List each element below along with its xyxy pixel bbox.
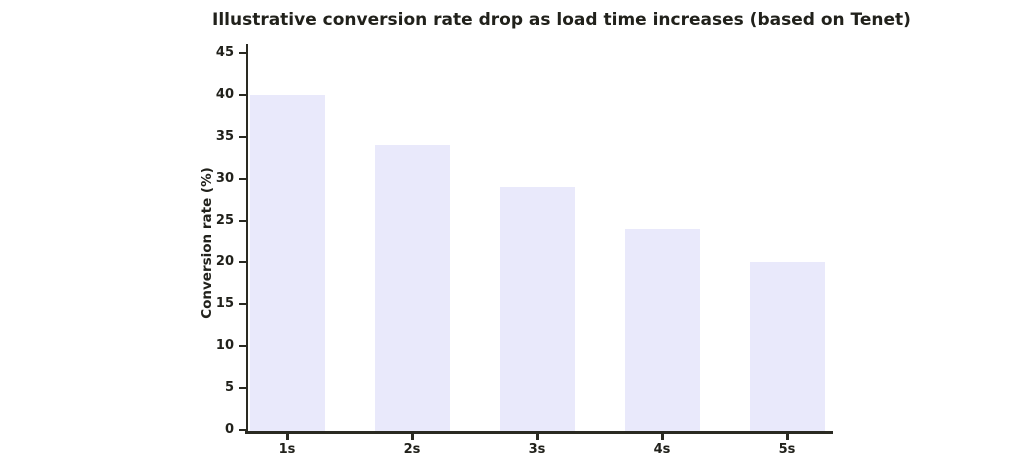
x-tick-2s: [411, 434, 414, 440]
y-tick-15: [239, 303, 246, 306]
y-tick-30: [239, 177, 246, 180]
x-tick-label-2s: 2s: [403, 442, 421, 457]
x-tick-4s: [661, 434, 664, 440]
y-tick-label-40: 40: [215, 86, 234, 102]
bar-5s: [749, 262, 825, 432]
chart-title: Illustrative conversion rate drop as loa…: [212, 10, 911, 30]
y-tick-label-0: 0: [224, 422, 234, 437]
x-tick-1s: [286, 434, 289, 440]
x-tick-label-5s: 5s: [778, 442, 796, 457]
x-tick-label-3s: 3s: [528, 442, 546, 457]
y-tick-20: [239, 261, 246, 264]
x-tick-label-4s: 4s: [653, 442, 671, 457]
y-tick-35: [239, 135, 246, 138]
bar-1s: [249, 94, 325, 432]
y-axis-spine: [246, 44, 248, 434]
y-tick-label-25: 25: [215, 212, 234, 228]
y-tick-label-35: 35: [215, 128, 234, 144]
y-tick-5: [239, 387, 246, 390]
x-tick-3s: [536, 434, 539, 440]
y-tick-label-45: 45: [215, 45, 234, 60]
x-axis-spine: [245, 431, 833, 434]
y-tick-10: [239, 345, 246, 348]
y-tick-label-5: 5: [224, 380, 234, 396]
y-tick-40: [239, 93, 246, 96]
y-tick-label-20: 20: [215, 254, 234, 270]
x-tick-label-1s: 1s: [278, 442, 296, 457]
y-tick-label-30: 30: [215, 170, 234, 186]
y-tick-45: [239, 52, 246, 54]
y-tick-label-15: 15: [215, 296, 234, 312]
y-tick-0: [239, 429, 246, 431]
bar-4s: [624, 228, 700, 432]
bar-2s: [374, 145, 450, 432]
bar-3s: [499, 187, 575, 432]
x-tick-5s: [786, 434, 789, 440]
y-tick-label-10: 10: [215, 338, 234, 354]
y-tick-25: [239, 219, 246, 222]
